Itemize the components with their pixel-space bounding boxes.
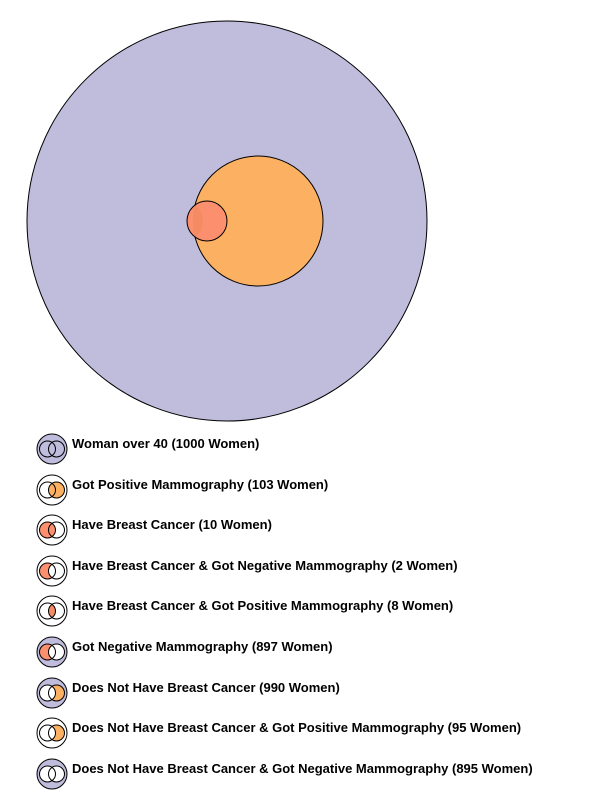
venn-no-cancer-negative-icon (36, 758, 68, 790)
legend-label: Have Breast Cancer & Got Negative Mammog… (72, 557, 458, 573)
venn-no-cancer-icon (36, 677, 68, 709)
venn-no-cancer-positive-icon (36, 717, 68, 749)
legend-item: Does Not Have Breast Cancer & Got Positi… (35, 716, 610, 757)
legend-item: Got Negative Mammography (897 Women) (35, 635, 610, 676)
legend-item: Woman over 40 (1000 Women) (35, 432, 610, 473)
legend-item: Does Not Have Breast Cancer (990 Women) (35, 676, 610, 717)
venn-all-women-icon (36, 433, 68, 465)
venn-cancer-icon (36, 514, 68, 546)
legend-label: Does Not Have Breast Cancer (990 Women) (72, 679, 340, 695)
breast-cancer-outline (186, 200, 228, 242)
venn-negative-icon (36, 636, 68, 668)
legend-item: Have Breast Cancer & Got Positive Mammog… (35, 594, 610, 635)
legend-label: Woman over 40 (1000 Women) (72, 436, 260, 451)
legend-item: Got Positive Mammography (103 Women) (35, 473, 610, 514)
legend-item: Have Breast Cancer & Got Negative Mammog… (35, 554, 610, 595)
legend-label: Got Positive Mammography (103 Women) (72, 476, 329, 492)
legend-label: Got Negative Mammography (897 Women) (72, 638, 333, 654)
legend-label: Have Breast Cancer (10 Women) (72, 517, 272, 533)
venn-diagram (26, 20, 428, 422)
legend-label: Does Not Have Breast Cancer & Got Positi… (72, 720, 522, 736)
venn-cancer-positive-icon (36, 595, 68, 627)
venn-cancer-negative-icon (36, 555, 68, 587)
cancer-positive-overlap (193, 205, 204, 237)
legend-label: Does Not Have Breast Cancer & Got Negati… (72, 760, 533, 776)
legend-item: Have Breast Cancer (10 Women) (35, 513, 610, 554)
legend-label: Have Breast Cancer & Got Positive Mammog… (72, 598, 454, 614)
legend-item: Does Not Have Breast Cancer & Got Negati… (35, 757, 610, 798)
venn-positive-icon (36, 474, 68, 506)
legend: Woman over 40 (1000 Women) Got Positive M… (35, 432, 610, 797)
